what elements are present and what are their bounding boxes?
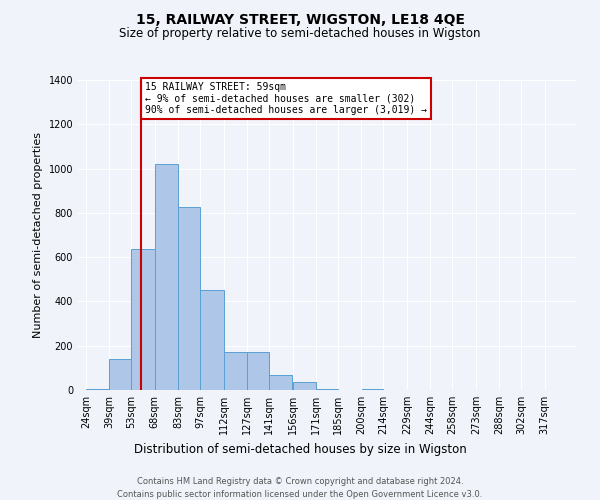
Text: Size of property relative to semi-detached houses in Wigston: Size of property relative to semi-detach… xyxy=(119,28,481,40)
Bar xyxy=(316,389,338,390)
Bar xyxy=(109,359,131,390)
Bar xyxy=(293,382,316,390)
Bar xyxy=(131,250,155,390)
Text: 15 RAILWAY STREET: 59sqm
← 9% of semi-detached houses are smaller (302)
90% of s: 15 RAILWAY STREET: 59sqm ← 9% of semi-de… xyxy=(145,82,427,116)
Bar xyxy=(86,389,109,390)
Bar xyxy=(200,290,224,390)
Bar xyxy=(362,389,383,390)
Text: 15, RAILWAY STREET, WIGSTON, LE18 4QE: 15, RAILWAY STREET, WIGSTON, LE18 4QE xyxy=(136,12,464,26)
Bar xyxy=(178,208,200,390)
Bar xyxy=(155,164,178,390)
Text: Contains HM Land Registry data © Crown copyright and database right 2024.: Contains HM Land Registry data © Crown c… xyxy=(137,478,463,486)
Text: Distribution of semi-detached houses by size in Wigston: Distribution of semi-detached houses by … xyxy=(134,442,466,456)
Bar xyxy=(224,352,247,390)
Bar xyxy=(247,352,269,390)
Y-axis label: Number of semi-detached properties: Number of semi-detached properties xyxy=(33,132,43,338)
Bar xyxy=(269,374,292,390)
Text: Contains public sector information licensed under the Open Government Licence v3: Contains public sector information licen… xyxy=(118,490,482,499)
